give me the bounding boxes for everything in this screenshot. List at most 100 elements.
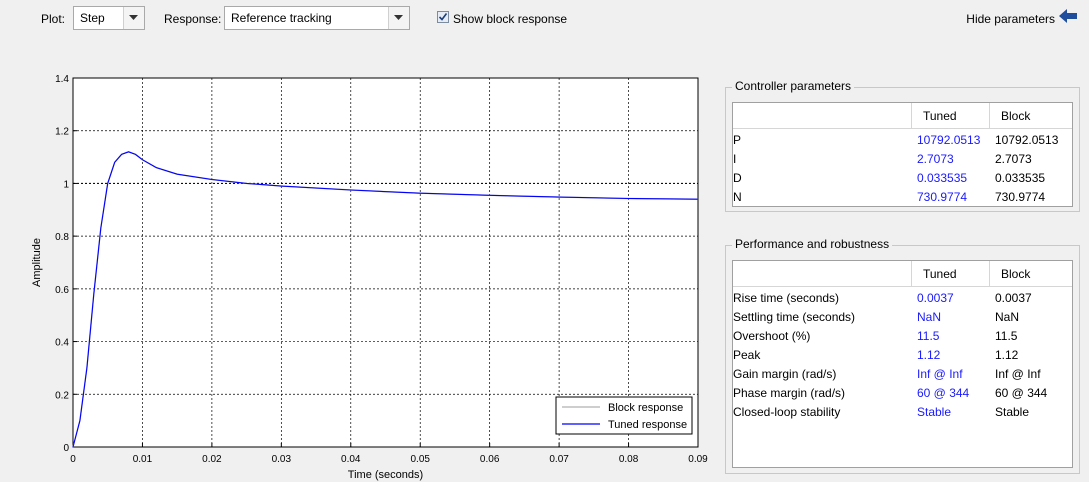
performance-header-divider xyxy=(733,286,1072,287)
performance-tuned-cell: 0.0037 xyxy=(917,291,954,305)
performance-block-cell: 60 @ 344 xyxy=(995,386,1048,400)
x-tick-label: 0.04 xyxy=(341,454,361,465)
controller-row: I 2.7073 2.7073 xyxy=(733,150,1072,170)
checkmark-icon xyxy=(438,13,448,21)
controller-tuned-cell: 0.033535 xyxy=(917,171,968,185)
controller-header-row: Tuned Block xyxy=(733,107,1072,127)
performance-tuned-cell: 1.12 xyxy=(917,348,941,362)
show-block-checkbox[interactable] xyxy=(437,11,449,23)
performance-column-divider xyxy=(911,261,912,286)
performance-robustness-panel: Performance and robustness Tuned Block Ris… xyxy=(725,237,1080,474)
toolbar: Plot: Step Response: Reference tracking … xyxy=(0,0,1089,40)
controller-parameters-panel: Controller parameters Tuned Block P 10792.0… xyxy=(725,79,1080,212)
performance-block-cell: Stable xyxy=(995,405,1030,419)
performance-row: Settling time (seconds) NaN NaN xyxy=(733,308,1072,328)
performance-block-cell: 0.0037 xyxy=(995,291,1032,305)
x-tick-label: 0.03 xyxy=(272,454,292,465)
response-select-value: Reference tracking xyxy=(231,11,332,25)
x-tick-label: 0.07 xyxy=(549,454,569,465)
x-tick-label: 0.01 xyxy=(133,454,153,465)
y-axis-label: Amplitude xyxy=(31,238,43,287)
response-select[interactable]: Reference tracking xyxy=(224,6,410,30)
controller-tuned-cell: 2.7073 xyxy=(917,152,954,166)
x-axis-label: Time (seconds) xyxy=(348,469,423,481)
y-tick-label: 0.4 xyxy=(55,338,69,349)
performance-row: Gain margin (rad/s) Inf @ Inf Inf @ Inf xyxy=(733,365,1072,385)
x-tick-label: 0.02 xyxy=(202,454,222,465)
performance-tuned-cell: NaN xyxy=(917,310,942,324)
controller-parameters-table: Tuned Block P 10792.0513 10792.0513 I 2.7073 2.… xyxy=(732,102,1073,207)
controller-row: P 10792.0513 10792.0513 xyxy=(733,131,1072,151)
performance-name-cell: Overshoot (%) xyxy=(733,329,811,343)
performance-row: Peak 1.12 1.12 xyxy=(733,346,1072,366)
performance-column-divider xyxy=(989,261,990,286)
y-tick-label: 0.2 xyxy=(55,390,69,401)
performance-row: Overshoot (%) 11.5 11.5 xyxy=(733,327,1072,347)
controller-row: D 0.033535 0.033535 xyxy=(733,169,1072,189)
controller-block-cell: 730.9774 xyxy=(995,190,1046,204)
controller-name-cell: N xyxy=(733,190,742,204)
performance-block-cell: 1.12 xyxy=(995,348,1019,362)
performance-block-cell: Inf @ Inf xyxy=(995,367,1041,381)
performance-tuned-cell: 11.5 xyxy=(917,329,940,343)
controller-name-cell: D xyxy=(733,171,742,185)
performance-block-cell: NaN xyxy=(995,310,1020,324)
controller-tuned-cell: 730.9774 xyxy=(917,190,968,204)
performance-header-tuned: Tuned xyxy=(923,267,957,281)
performance-header-block: Block xyxy=(1001,267,1031,281)
performance-tuned-cell: 60 @ 344 xyxy=(917,386,970,400)
performance-tuned-cell: Stable xyxy=(917,405,952,419)
controller-parameters-title: Controller parameters xyxy=(732,79,855,93)
controller-tuned-cell: 10792.0513 xyxy=(917,133,981,147)
controller-name-cell: I xyxy=(733,152,737,166)
performance-name-cell: Settling time (seconds) xyxy=(733,310,856,324)
y-tick-label: 0 xyxy=(63,443,69,454)
y-tick-label: 1.2 xyxy=(55,127,69,138)
performance-name-cell: Rise time (seconds) xyxy=(733,291,840,305)
x-tick-label: 0.09 xyxy=(688,454,708,465)
controller-column-divider xyxy=(911,103,912,128)
performance-name-cell: Peak xyxy=(733,348,761,362)
x-tick-label: 0.05 xyxy=(410,454,430,465)
controller-column-divider xyxy=(989,103,990,128)
controller-row: N 730.9774 730.9774 xyxy=(733,188,1072,208)
performance-name-cell: Closed-loop stability xyxy=(733,405,841,419)
arrow-left-icon[interactable] xyxy=(1059,9,1077,26)
performance-header-row: Tuned Block xyxy=(733,265,1072,285)
plot-background xyxy=(72,77,699,448)
controller-block-cell: 10792.0513 xyxy=(995,133,1059,147)
performance-tuned-cell: Inf @ Inf xyxy=(917,367,963,381)
chevron-down-icon xyxy=(388,7,409,29)
performance-row: Rise time (seconds) 0.0037 0.0037 xyxy=(733,289,1072,309)
performance-row: Phase margin (rad/s) 60 @ 344 60 @ 344 xyxy=(733,384,1072,404)
performance-robustness-title: Performance and robustness xyxy=(732,237,893,251)
tuned-response-line xyxy=(72,151,699,448)
performance-block-cell: 11.5 xyxy=(995,329,1018,343)
controller-name-cell: P xyxy=(733,133,742,147)
y-tick-label: 0.6 xyxy=(55,285,69,296)
performance-name-cell: Gain margin (rad/s) xyxy=(733,367,837,381)
plot-label: Plot: xyxy=(41,12,66,26)
legend-label: Block response xyxy=(608,402,683,414)
legend-label: Tuned response xyxy=(608,419,687,431)
chevron-down-icon xyxy=(123,7,144,29)
performance-name-cell: Phase margin (rad/s) xyxy=(733,386,846,400)
plot-select[interactable]: Step xyxy=(73,6,145,30)
controller-header-divider xyxy=(733,128,1072,129)
controller-block-cell: 0.033535 xyxy=(995,171,1046,185)
plot-select-value: Step xyxy=(80,11,105,25)
x-tick-label: 0.08 xyxy=(619,454,639,465)
show-block-label: Show block response xyxy=(453,12,568,26)
y-tick-label: 0.8 xyxy=(55,232,69,243)
y-tick-label: 1 xyxy=(63,179,69,190)
legend-box xyxy=(555,396,693,435)
x-tick-label: 0 xyxy=(70,454,76,465)
step-response-chart: 0 0.01 0.02 0.03 0.04 0.05 0.06 0.07 0.08 0.09 0 0.… xyxy=(31,74,708,481)
hide-parameters-link[interactable]: Hide parameters xyxy=(966,12,1055,26)
x-tick-label: 0.06 xyxy=(480,454,500,465)
controller-header-tuned: Tuned xyxy=(923,109,957,123)
controller-block-cell: 2.7073 xyxy=(995,152,1032,166)
controller-header-block: Block xyxy=(1001,109,1031,123)
y-tick-label: 1.4 xyxy=(55,74,69,85)
performance-robustness-table: Tuned Block Rise time (seconds) 0.0037 0.003… xyxy=(732,260,1073,468)
